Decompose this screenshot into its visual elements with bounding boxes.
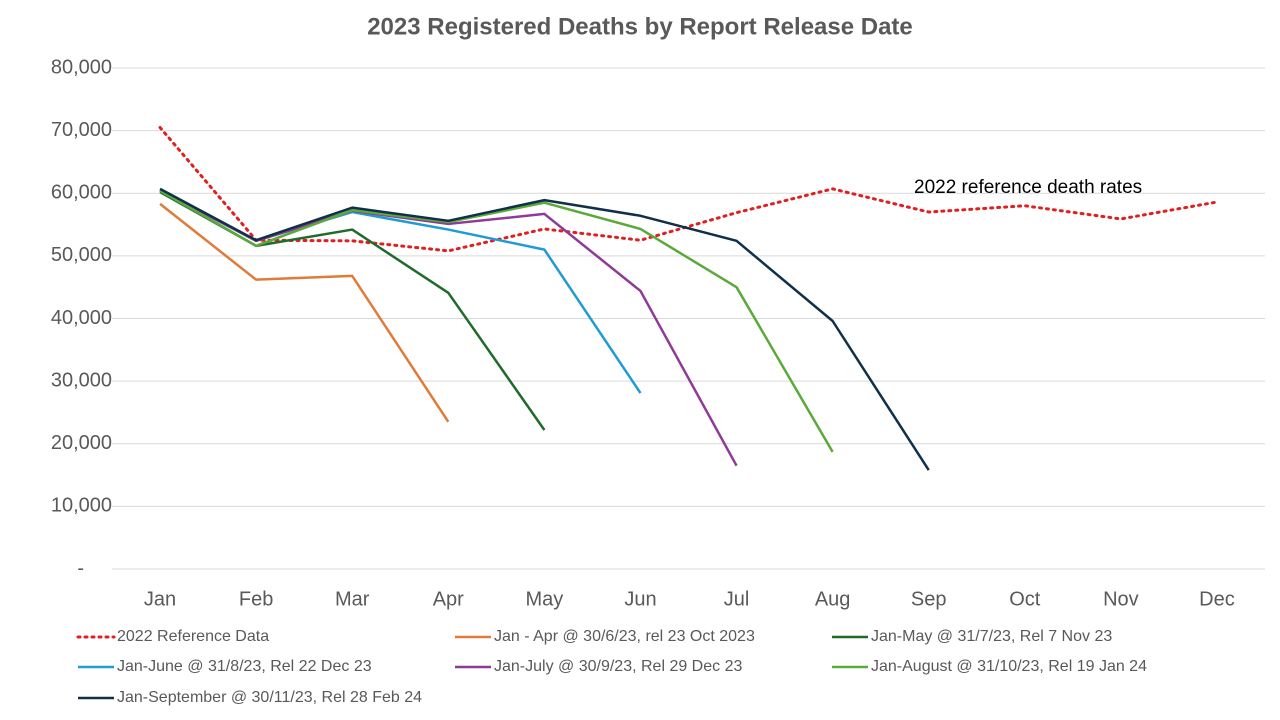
x-tick-label: May [525, 588, 563, 610]
x-tick-label: Mar [335, 588, 370, 610]
series-line [159, 189, 738, 467]
y-tick-label: 40,000 [51, 307, 112, 329]
series-line [159, 202, 450, 423]
annotation: 2022 reference death rates [914, 177, 1142, 198]
y-tick-label: 30,000 [51, 369, 112, 391]
legend-label: Jan-July @ 30/9/23, Rel 29 Dec 23 [494, 658, 742, 675]
series-line [159, 190, 546, 431]
series-line [159, 189, 834, 453]
x-tick-label: Aug [815, 588, 851, 610]
y-tick-label: 80,000 [51, 56, 112, 78]
y-tick-label: 20,000 [51, 432, 112, 454]
series-line [159, 187, 930, 471]
x-tick-label: Apr [433, 588, 464, 610]
legend-label: 2022 Reference Data [117, 628, 269, 645]
y-tick-label: - [77, 557, 84, 579]
x-tick-label: Feb [239, 588, 273, 610]
x-tick-label: Sep [911, 588, 947, 610]
legend-label: Jan-May @ 31/7/23, Rel 7 Nov 23 [871, 628, 1112, 645]
y-tick-label: 70,000 [51, 119, 112, 141]
x-tick-label: Jan [144, 588, 176, 610]
y-tick-label: 60,000 [51, 182, 112, 204]
y-tick-label: 50,000 [51, 244, 112, 266]
series-line [158, 125, 1219, 253]
y-tick-label: 10,000 [51, 495, 112, 517]
legend-label: Jan-June @ 31/8/23, Rel 22 Dec 23 [117, 658, 372, 675]
x-tick-label: Oct [1009, 588, 1041, 610]
x-tick-label: Jun [624, 588, 656, 610]
legend-label: Jan-August @ 31/10/23, Rel 19 Jan 24 [871, 658, 1147, 675]
x-tick-label: Jul [724, 588, 750, 610]
series-line [159, 189, 642, 394]
x-tick-label: Dec [1199, 588, 1235, 610]
legend-label: Jan-September @ 30/11/23, Rel 28 Feb 24 [117, 689, 422, 706]
chart-title: 2023 Registered Deaths by Report Release… [367, 13, 913, 40]
legend-label: Jan - Apr @ 30/6/23, rel 23 Oct 2023 [494, 628, 755, 645]
x-tick-label: Nov [1103, 588, 1139, 610]
